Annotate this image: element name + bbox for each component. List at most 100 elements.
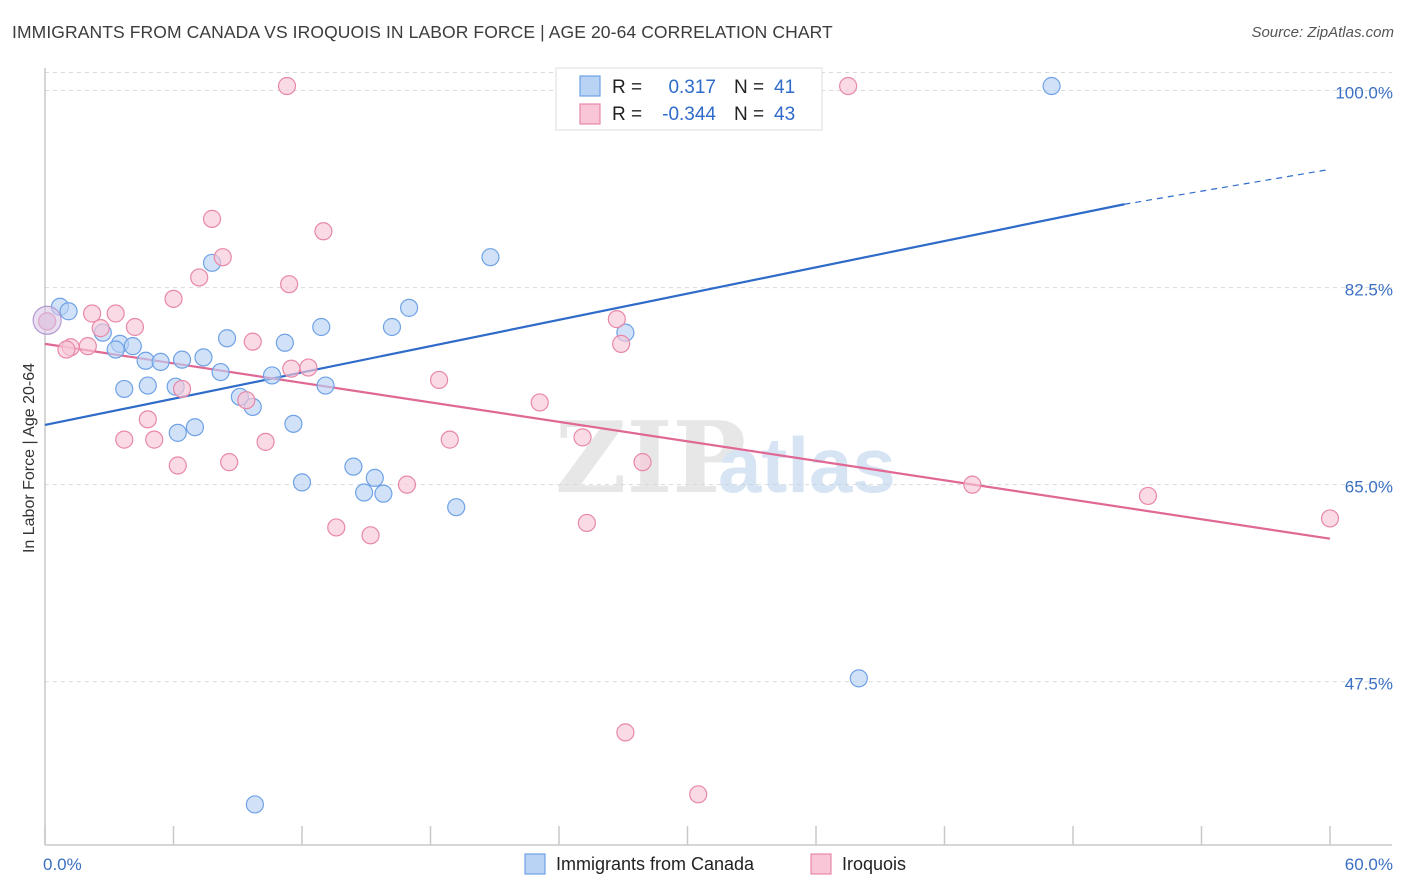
point-iroquois-35 [616, 723, 635, 742]
point-iroquois-20 [282, 359, 301, 378]
point-canada-24 [312, 317, 331, 337]
point-canada-39 [1042, 76, 1061, 96]
y-tick-label-2: 65.0% [1345, 478, 1393, 497]
x-ticks [44, 826, 1331, 845]
point-iroquois-34 [633, 453, 652, 472]
point-iroquois-31 [577, 513, 596, 533]
trend-lines [44, 168, 1331, 540]
point-canada-15 [217, 329, 237, 348]
point-iroquois-42 [57, 340, 76, 359]
gridlines [45, 72, 1392, 683]
point-iroquois-16 [220, 453, 239, 472]
x-tick-label-min: 0.0% [43, 855, 82, 874]
point-iroquois-8 [115, 430, 134, 449]
point-iroquois-12 [172, 379, 192, 399]
legend-n-value-iroquois: 43 [774, 104, 795, 125]
point-canada-23 [284, 414, 303, 433]
point-canada-2 [59, 302, 78, 321]
chart-title: IMMIGRANTS FROM CANADA VS IROQUOIS IN LA… [12, 22, 833, 42]
legend-n-label-canada: N = [734, 77, 764, 98]
trend-line-extension-0 [1124, 168, 1331, 205]
point-canada-26 [292, 473, 312, 492]
point-iroquois-41 [1320, 509, 1340, 528]
point-canada-29 [355, 483, 374, 502]
point-iroquois-23 [280, 275, 299, 294]
correlation-legend: R = 0.317 N = 41 R = -0.344 N = 43 [555, 67, 823, 131]
point-iroquois-36 [689, 785, 708, 804]
point-canada-10 [115, 379, 134, 399]
point-canada-17 [211, 362, 230, 382]
point-iroquois-29 [530, 393, 549, 412]
legend-swatch-iroquois [579, 103, 601, 125]
point-canada-5 [123, 337, 142, 356]
point-canada-25 [316, 376, 335, 395]
point-iroquois-6 [125, 317, 145, 337]
point-canada-9 [172, 350, 192, 369]
point-iroquois-30 [573, 428, 592, 447]
legend-r-label-canada: R = [612, 77, 642, 98]
point-canada-8 [151, 352, 170, 372]
point-iroquois-5 [106, 304, 125, 323]
point-canada-28 [365, 468, 384, 487]
y-tick-label-3: 47.5% [1345, 675, 1393, 694]
point-cluster-overlap [32, 305, 62, 335]
point-canada-27 [344, 457, 363, 476]
point-iroquois-15 [213, 248, 232, 267]
point-iroquois-3 [91, 319, 110, 338]
x-tick-label-max: 60.0% [1345, 855, 1393, 874]
point-iroquois-4 [83, 304, 102, 323]
point-iroquois-2 [78, 337, 97, 356]
y-tick-label-0: 100.0% [1335, 84, 1393, 103]
series-legend-label-iroquois: Iroquois [842, 854, 906, 874]
point-canada-6 [106, 340, 125, 359]
point-iroquois-28 [440, 430, 459, 449]
point-iroquois-10 [168, 456, 187, 475]
watermark: ZIP atlas [555, 401, 896, 516]
point-iroquois-14 [202, 209, 222, 228]
point-iroquois-37 [277, 76, 297, 96]
legend-r-value-iroquois: -0.344 [662, 104, 716, 125]
point-canada-40 [245, 795, 264, 814]
point-iroquois-32 [607, 310, 626, 329]
point-iroquois-39 [963, 475, 982, 494]
point-iroquois-24 [327, 518, 346, 537]
legend-swatch-canada [579, 75, 601, 97]
trend-line-0 [44, 203, 1125, 427]
point-iroquois-38 [839, 76, 858, 96]
point-canada-11 [138, 376, 157, 395]
chart-source: Source: ZipAtlas.com [1251, 24, 1394, 41]
point-canada-22 [275, 333, 294, 352]
point-iroquois-18 [243, 332, 262, 351]
point-iroquois-11 [164, 289, 183, 308]
point-iroquois-7 [138, 410, 157, 429]
point-iroquois-40 [1138, 486, 1158, 506]
point-iroquois-9 [145, 430, 164, 449]
point-iroquois-22 [314, 222, 333, 241]
point-iroquois-13 [190, 268, 209, 287]
watermark-atlas: atlas [718, 421, 896, 509]
point-canada-33 [447, 498, 466, 517]
point-iroquois-27 [429, 370, 449, 390]
y-tick-labels: 100.0% 82.5% 65.0% 47.5% [1335, 84, 1393, 694]
point-canada-34 [481, 248, 500, 267]
point-canada-7 [136, 351, 155, 370]
legend-r-label-iroquois: R = [612, 104, 642, 125]
point-iroquois-26 [397, 475, 417, 494]
point-iroquois-25 [361, 526, 380, 545]
point-iroquois-19 [256, 432, 275, 451]
y-axis-label: In Labor Force | Age 20-64 [21, 363, 38, 553]
point-iroquois-17 [237, 391, 256, 410]
series-legend-swatch-canada [524, 853, 546, 875]
trend-line-1 [44, 342, 1331, 540]
point-iroquois-33 [612, 334, 631, 353]
point-canada-30 [374, 484, 393, 503]
point-canada-38 [849, 669, 868, 688]
legend-n-label-iroquois: N = [734, 104, 764, 125]
series-legend-swatch-iroquois [810, 853, 832, 875]
series-legend: Immigrants from Canada Iroquois [524, 853, 906, 875]
legend-n-value-canada: 41 [774, 77, 795, 98]
point-canada-31 [382, 317, 402, 337]
point-canada-21 [262, 366, 282, 385]
point-canada-32 [399, 298, 419, 317]
